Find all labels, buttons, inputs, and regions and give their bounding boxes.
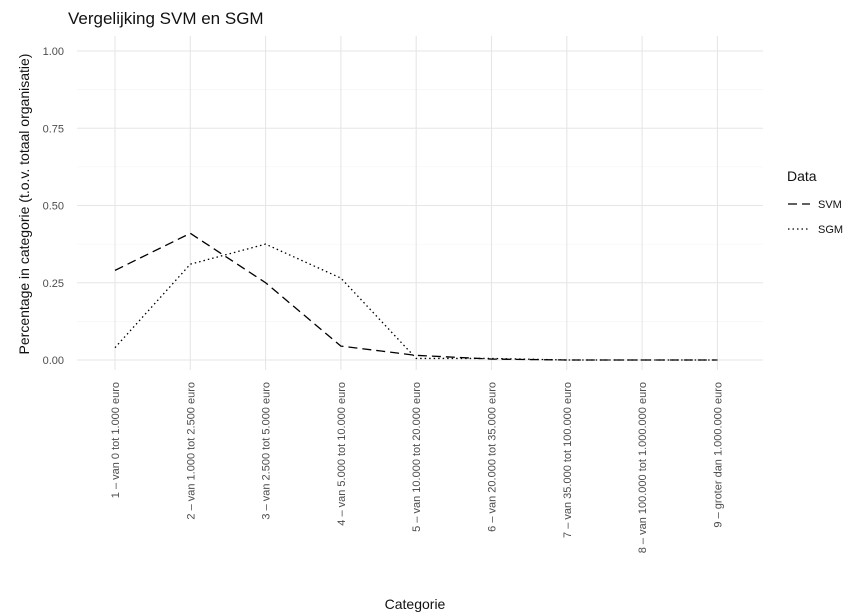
- x-axis-ticks: 1 – van 0 tot 1.000 euro 2 – van 1.000 to…: [110, 382, 724, 553]
- x-axis-title: Categorie: [385, 596, 446, 612]
- legend-title: Data: [787, 168, 817, 184]
- x-tick-label: 1 – van 0 tot 1.000 euro: [110, 382, 122, 498]
- grid: [77, 36, 763, 370]
- series-lines: [114, 232, 718, 361]
- y-tick-label: 0.50: [43, 201, 64, 213]
- y-tick-label: 1.00: [43, 46, 64, 58]
- y-axis-title: Percentage in categorie (t.o.v. totaal o…: [16, 54, 32, 355]
- legend-label-sgm: SGM: [818, 224, 843, 236]
- x-tick-label: 9 – groter dan 1.000.000 euro: [712, 382, 724, 528]
- series-line-sgm: [114, 243, 718, 361]
- x-tick-label: 6 – van 20.000 tot 35.000 euro: [487, 382, 499, 532]
- legend: Data SVM SGM: [787, 168, 843, 236]
- y-tick-label: 0.25: [43, 278, 64, 290]
- x-tick-label: 8 – van 100.000 tot 1.000.000 euro: [637, 382, 649, 553]
- x-tick-label: 5 – van 10.000 tot 20.000 euro: [411, 382, 423, 532]
- x-tick-label: 7 – van 35.000 tot 100.000 euro: [562, 382, 574, 538]
- legend-label-svm: SVM: [818, 199, 842, 211]
- series-line-svm: [114, 232, 718, 361]
- y-tick-label: 0.00: [43, 355, 64, 367]
- y-axis-ticks: 0.00 0.25 0.50 0.75 1.00: [43, 46, 64, 367]
- x-tick-label: 4 – van 5.000 tot 10.000 euro: [336, 382, 348, 526]
- x-tick-label: 2 – van 1.000 tot 2.500 euro: [185, 382, 197, 520]
- y-tick-label: 0.75: [43, 123, 64, 135]
- chart-title: Vergelijking SVM en SGM: [68, 9, 264, 28]
- x-tick-label: 3 – van 2.500 tot 5.000 euro: [261, 382, 273, 520]
